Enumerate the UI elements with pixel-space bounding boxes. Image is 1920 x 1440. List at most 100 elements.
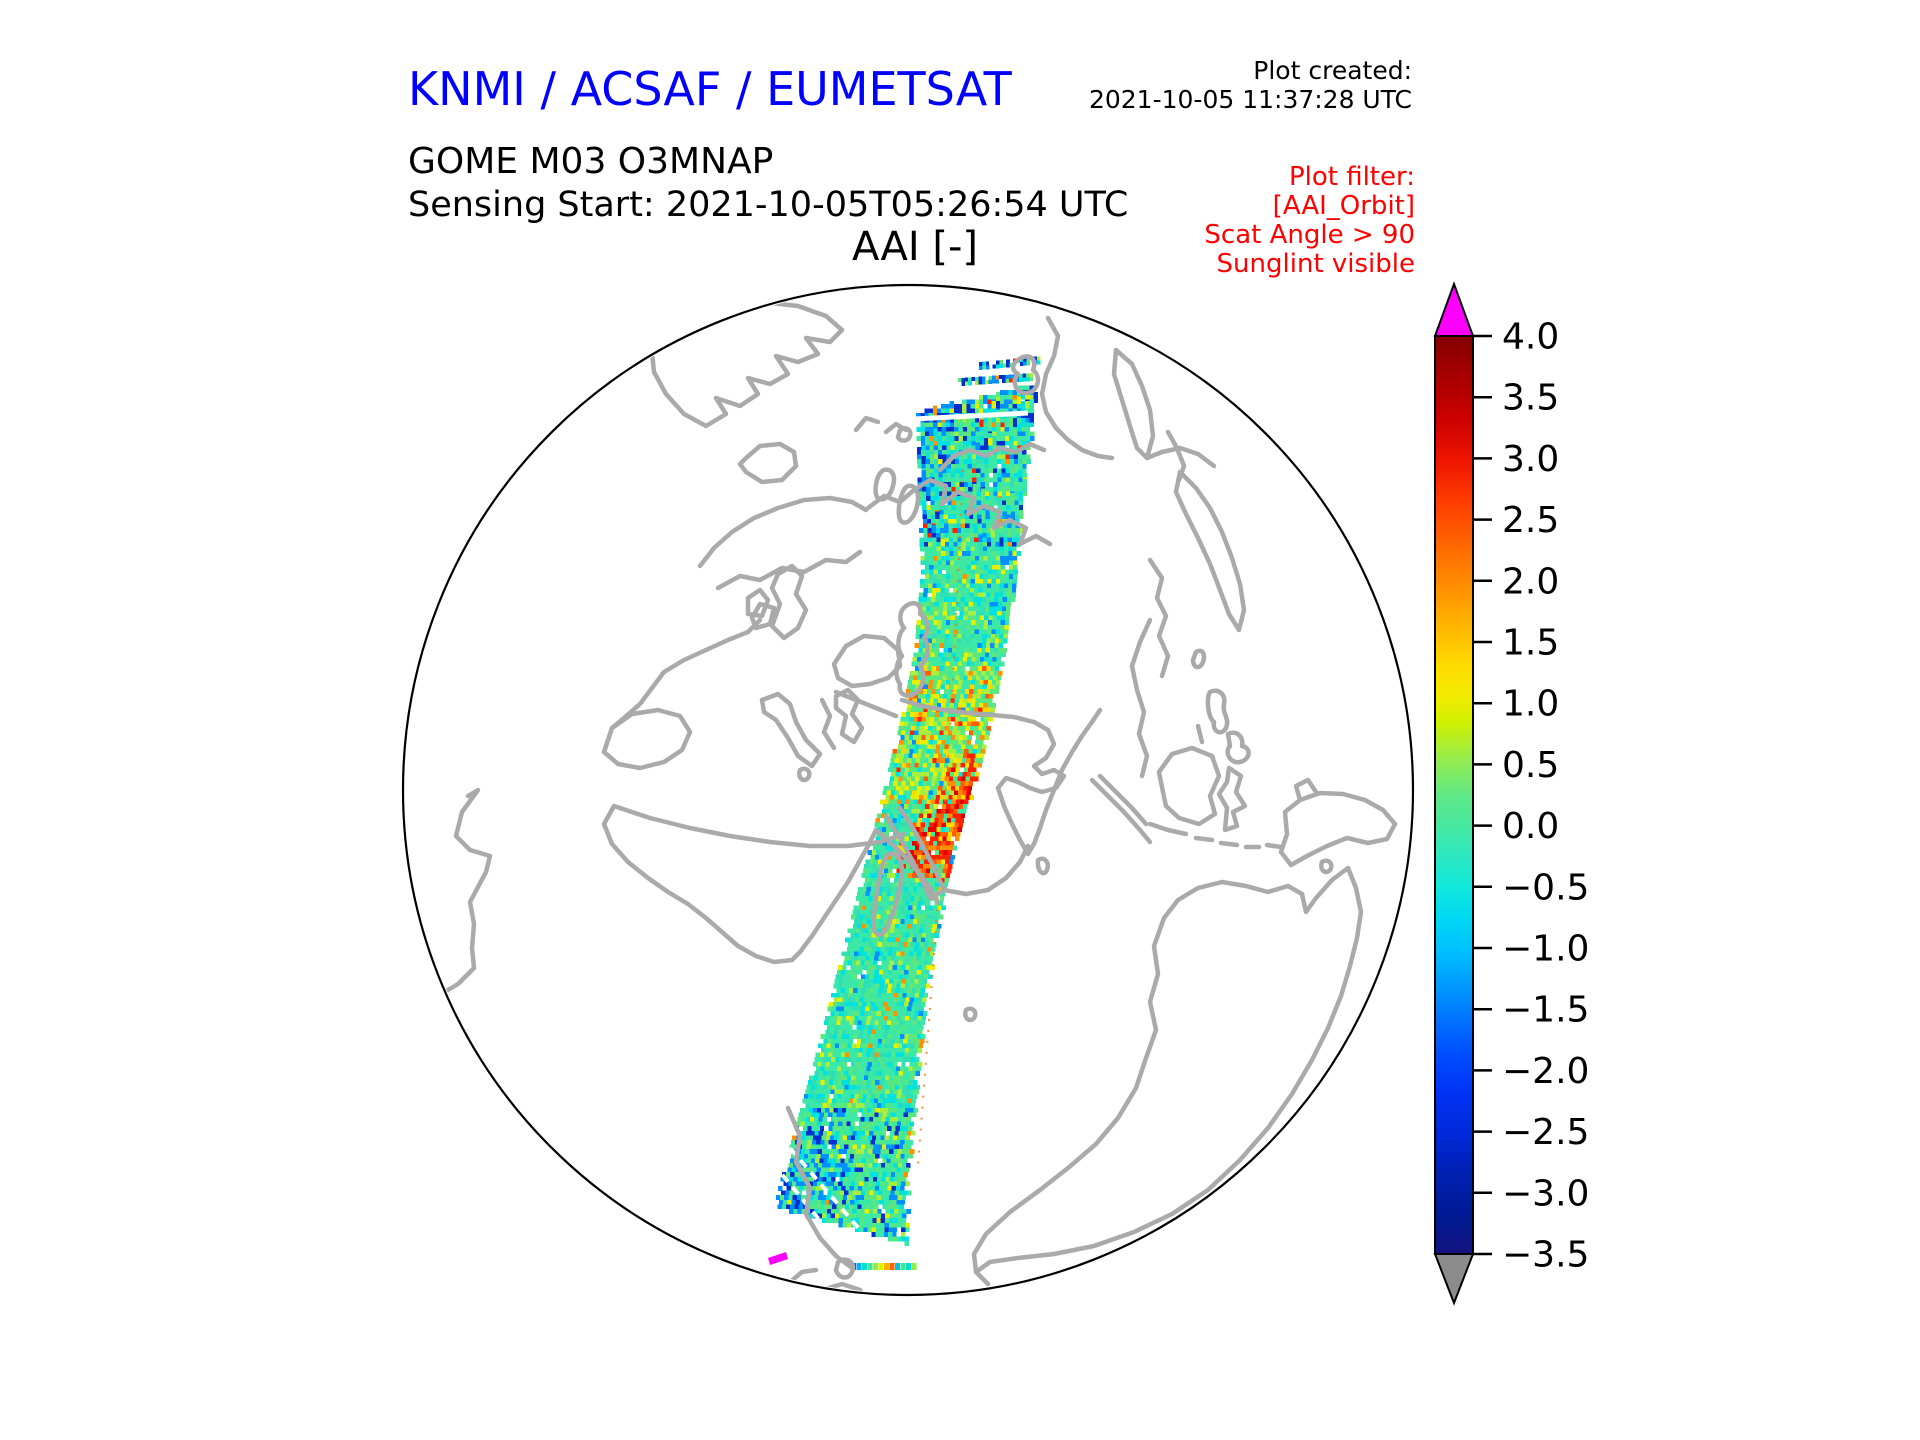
product-name: GOME M03 O3MNAP xyxy=(408,141,774,182)
coastline-path xyxy=(1129,617,1153,779)
coastline-path xyxy=(1193,835,1215,843)
plot-created-label: Plot created: xyxy=(1253,56,1412,85)
map-title: AAI [-] xyxy=(852,224,978,270)
colorbar-tick-label: −3.0 xyxy=(1502,1173,1589,1214)
coastline-path xyxy=(853,415,881,433)
plot-created-block: Plot created: 2021-10-05 11:37:28 UTC xyxy=(1089,56,1412,114)
coastline-path xyxy=(1147,821,1189,837)
plot-created-value: 2021-10-05 11:37:28 UTC xyxy=(1088,85,1412,114)
coastline-path xyxy=(1010,354,1041,396)
sensing-start: Sensing Start: 2021-10-05T05:26:54 UTC xyxy=(408,185,1129,225)
colorbar-tick-label: 3.0 xyxy=(1502,439,1559,480)
colorbar-tick-label: −0.5 xyxy=(1502,867,1589,908)
coastline-path xyxy=(937,441,1047,473)
coastline-path xyxy=(1278,790,1398,868)
brand-title: KNMI / ACSAF / EUMETSAT xyxy=(408,62,1012,116)
coastline-path xyxy=(1035,856,1050,876)
rainbow-data-dash xyxy=(867,1263,873,1270)
rainbow-data-dash xyxy=(878,1263,884,1270)
coastline-path xyxy=(873,467,897,502)
plot-filter-line: [AAI_Orbit] xyxy=(1272,191,1415,221)
colorbar-tick-label: 0.0 xyxy=(1502,806,1559,847)
rainbow-data-dash xyxy=(884,1263,889,1270)
swath-white-gap xyxy=(913,410,1029,422)
swath-white-diagonal-gap xyxy=(760,1148,828,1230)
colorbar-under-arrow xyxy=(1433,1253,1475,1306)
coastline-path xyxy=(895,426,913,443)
coastlines xyxy=(445,299,1398,1293)
coastline-path xyxy=(769,563,809,641)
coastline-path xyxy=(899,697,1103,857)
colorbar-tick-label: 0.5 xyxy=(1502,745,1559,786)
coastline-path xyxy=(1190,648,1207,670)
coastline-path xyxy=(1216,765,1248,833)
rainbow-data-dash xyxy=(856,1263,862,1270)
coastline-path xyxy=(759,691,823,769)
coastline-path xyxy=(865,477,1053,547)
rainbow-data-dash xyxy=(906,1263,911,1270)
coastline-path xyxy=(1039,315,1115,461)
plot-filter-line: Sunglint visible xyxy=(1216,249,1415,279)
rainbow-data-dash xyxy=(911,1263,917,1270)
coastline-path xyxy=(1319,858,1334,875)
colorbar-tick-label: 2.0 xyxy=(1502,561,1559,602)
coastline-path xyxy=(894,601,930,698)
colorbar-tick-label: −2.0 xyxy=(1502,1051,1589,1092)
rainbow-data-dash xyxy=(889,1263,895,1270)
rainbow-data-dash xyxy=(862,1263,867,1270)
colorbar-tick-label: 4.0 xyxy=(1502,317,1559,358)
coastline-path xyxy=(833,1257,856,1280)
coastline-path xyxy=(797,766,812,783)
coastline-path xyxy=(1225,730,1251,765)
coastline-path xyxy=(445,787,493,993)
colorbar-tick-label: 2.5 xyxy=(1502,500,1559,541)
rainbow-data-dash xyxy=(900,1263,906,1270)
coastline-path xyxy=(1195,723,1205,745)
coastline-path xyxy=(1144,445,1217,469)
coastline-path xyxy=(785,1105,855,1271)
coastline-path xyxy=(1173,469,1247,633)
coastline-path xyxy=(871,851,904,937)
colorbar-tick-label: −1.0 xyxy=(1502,929,1589,970)
colorbar: 4.0 3.5 3.0 2.5 2.0 1.5 1.0 0.5 0.0 −0.5 −1.0 −1.5 −… xyxy=(1433,281,1589,1306)
coastline-path xyxy=(833,687,865,745)
coastline-path xyxy=(1147,557,1171,679)
plot-filter-line: Plot filter: xyxy=(1288,162,1415,192)
colorbar-tick-label: 1.0 xyxy=(1502,684,1559,725)
coastline-path xyxy=(927,887,947,901)
rainbow-data-dash xyxy=(895,1263,900,1270)
coastline-path xyxy=(601,803,879,965)
colorbar-tick-label: −1.5 xyxy=(1502,990,1589,1031)
coastline-path xyxy=(819,697,837,751)
coastline-path xyxy=(697,495,869,569)
coastline-path xyxy=(833,689,899,719)
coastline-path xyxy=(745,587,771,619)
coastline-path xyxy=(883,813,933,901)
coastline-path xyxy=(941,843,1031,897)
coastline-path xyxy=(971,915,1167,1275)
coastline-path xyxy=(1205,688,1230,735)
coastline-path xyxy=(803,1281,873,1293)
magenta-data-dash xyxy=(768,1252,788,1265)
coastline-path xyxy=(897,805,947,893)
colorbar-tick-label: −3.5 xyxy=(1502,1235,1589,1276)
globe-outline xyxy=(401,283,1415,1297)
swath-white-diagonal-gap xyxy=(788,1146,874,1246)
coastline-path xyxy=(661,617,763,675)
satellite-swath xyxy=(775,356,1041,1246)
plot-filter-line: Scat Angle > 90 xyxy=(1204,220,1415,250)
rainbow-data-dash xyxy=(873,1263,878,1270)
coastline-path xyxy=(1156,745,1222,827)
plot-filter-block: Plot filter: [AAI_Orbit] Scat Angle > 90 Su… xyxy=(1204,163,1415,279)
colorbar-tick-label: 3.5 xyxy=(1502,378,1559,419)
coastline-path xyxy=(609,669,667,731)
coastline-path xyxy=(787,1267,819,1285)
coastline-path xyxy=(963,1006,978,1023)
coastline-path xyxy=(1293,777,1319,803)
colorbar-tick-label: 1.5 xyxy=(1502,623,1559,664)
colorbar-tick-label: −2.5 xyxy=(1502,1112,1589,1153)
coastline-path xyxy=(1089,777,1153,845)
coastline-path xyxy=(737,441,799,485)
